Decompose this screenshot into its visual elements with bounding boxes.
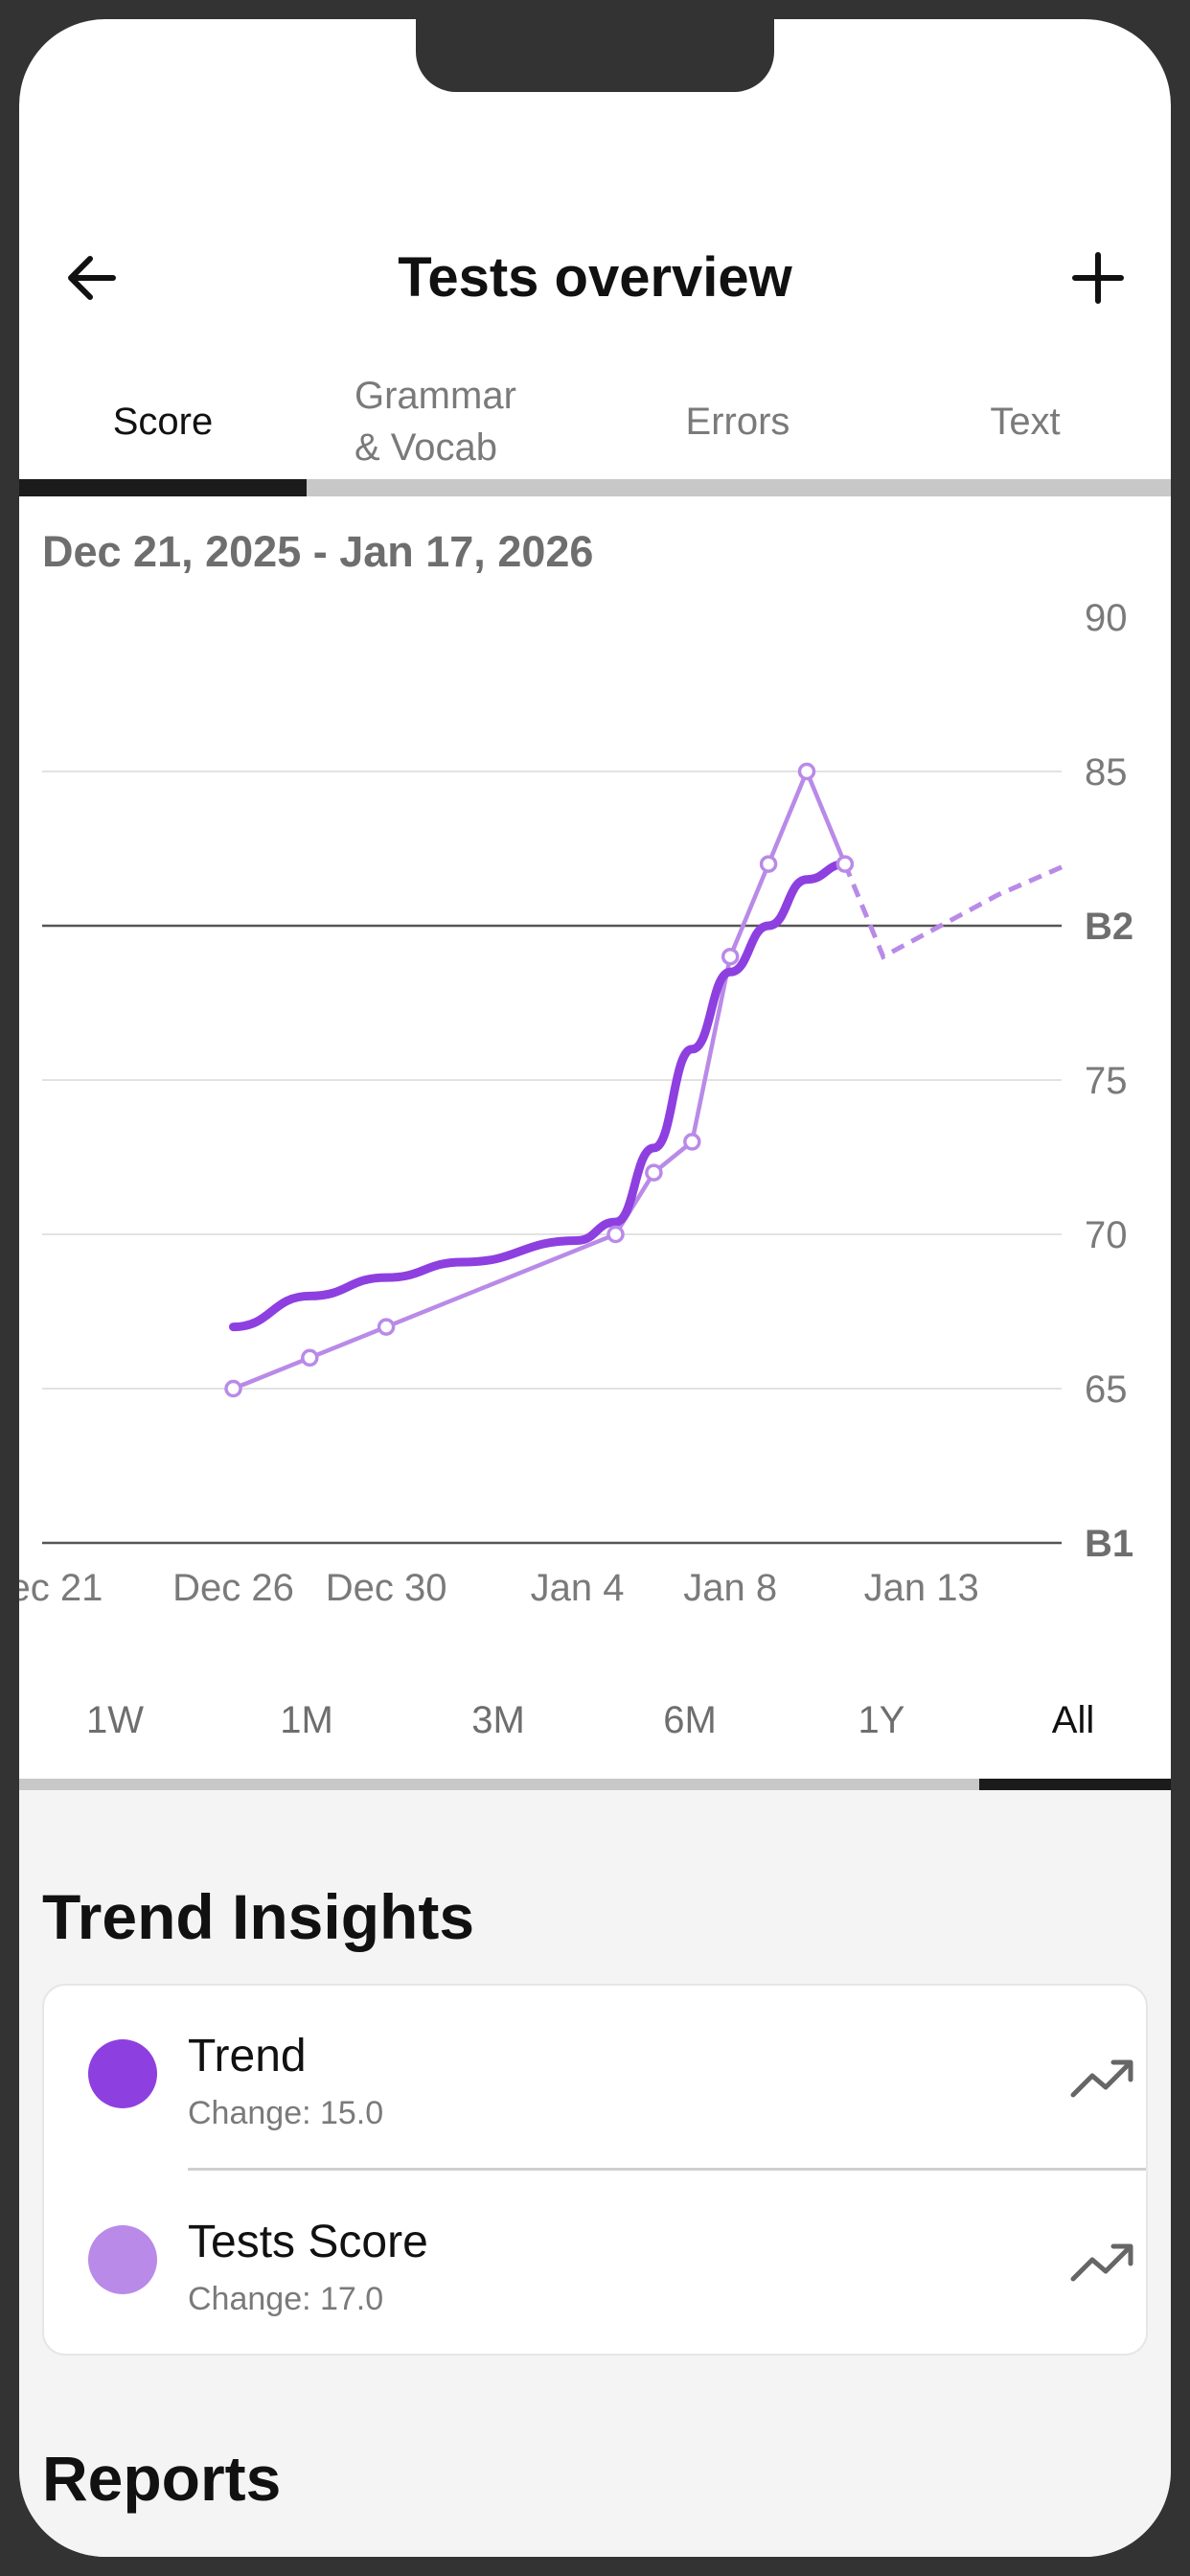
x-tick-label: Jan 4: [531, 1567, 625, 1609]
tests-score-point: [835, 855, 855, 873]
range-1w[interactable]: 1W: [86, 1698, 144, 1741]
y-tick-label: 65: [1085, 1368, 1128, 1411]
back-button[interactable]: [57, 243, 126, 312]
y-tick-label: 85: [1085, 751, 1128, 794]
trending-up-icon: [1070, 2059, 1133, 2098]
trend-color-dot: [88, 2039, 157, 2108]
y-tick-label: 75: [1085, 1060, 1128, 1102]
trend-line: [229, 860, 850, 1332]
row-divider: [188, 2168, 1146, 2171]
tests-score-point: [224, 1379, 242, 1398]
insights-title: Trend Insights: [42, 1881, 475, 1952]
insight-row-tests-score[interactable]: Tests Score Change: 17.0: [44, 2170, 1146, 2354]
tab-grammar-vocab-label: Grammar & Vocab: [355, 375, 516, 469]
insight-name: Tests Score: [188, 2217, 428, 2267]
tests-score-point: [683, 1133, 701, 1151]
score-color-dot: [88, 2225, 157, 2294]
tab-score[interactable]: Score: [19, 355, 307, 489]
tab-grammar-vocab[interactable]: Grammar & Vocab: [307, 355, 594, 489]
range-1m[interactable]: 1M: [280, 1698, 333, 1741]
tests-score-point: [721, 947, 740, 966]
tab-errors-label: Errors: [685, 401, 790, 443]
insight-change: Change: 17.0: [188, 2281, 384, 2317]
tests-score-point: [797, 762, 816, 781]
tests-score-point: [377, 1318, 396, 1336]
insight-change: Change: 15.0: [188, 2095, 384, 2131]
tests-score-line: [232, 769, 847, 1392]
y-tick-label: B2: [1085, 906, 1133, 948]
tab-text-label: Text: [990, 401, 1061, 443]
insight-name: Trend: [188, 2031, 307, 2082]
add-test-button[interactable]: [1064, 243, 1133, 312]
tab-track: [19, 479, 1171, 496]
y-tick-label: B1: [1085, 1523, 1133, 1565]
tab-score-label: Score: [112, 401, 214, 443]
tests-score-point: [759, 855, 778, 873]
reports-title: Reports: [42, 2443, 282, 2514]
time-range-selector: 1W 1M 3M 6M 1Y All: [19, 1677, 1171, 1796]
trending-up-icon: [1070, 2243, 1133, 2282]
plus-icon: [1072, 252, 1124, 304]
tests-score-point: [301, 1348, 319, 1368]
tab-indicator: [19, 479, 307, 496]
date-range: Dec 21, 2025 - Jan 17, 2026: [42, 527, 594, 576]
insights-card: Trend Change: 15.0 Tests Score Change: 1…: [42, 1984, 1148, 2356]
score-chart: B1 65 70 75 B2 85 90 Dec 21 Dec 26 Dec 30 Jan 4 Jan…: [19, 597, 1133, 1609]
x-tick-label: Dec 21: [19, 1567, 103, 1609]
arrow-left-icon: [68, 256, 116, 300]
range-all[interactable]: All: [1051, 1698, 1095, 1741]
tests-score-point: [606, 1225, 625, 1244]
x-tick-label: Dec 26: [172, 1567, 294, 1609]
x-tick-label: Jan 8: [683, 1567, 777, 1609]
screen: Tests overview Score Grammar & Vocab Err…: [19, 19, 1171, 2557]
range-3m[interactable]: 3M: [471, 1698, 525, 1741]
notch: [416, 19, 774, 92]
page-title: Tests overview: [398, 246, 792, 309]
app-header: Tests overview: [19, 220, 1171, 335]
tab-errors[interactable]: Errors: [594, 355, 881, 489]
tab-bar: Score Grammar & Vocab Errors Text: [19, 355, 1171, 498]
x-tick-label: Dec 30: [326, 1567, 447, 1609]
x-tick-label: Jan 13: [864, 1567, 979, 1609]
y-tick-label: 90: [1085, 597, 1128, 639]
range-1y[interactable]: 1Y: [858, 1698, 905, 1741]
forecast-line: [842, 862, 1063, 960]
insights-section: Trend Insights Trend Change: 15.0 Tests …: [19, 1790, 1171, 2557]
range-6m[interactable]: 6M: [663, 1698, 717, 1741]
tests-score-point: [645, 1163, 663, 1182]
tab-text[interactable]: Text: [881, 355, 1169, 489]
insight-row-trend[interactable]: Trend Change: 15.0: [44, 1986, 1146, 2171]
y-tick-label: 70: [1085, 1214, 1128, 1256]
